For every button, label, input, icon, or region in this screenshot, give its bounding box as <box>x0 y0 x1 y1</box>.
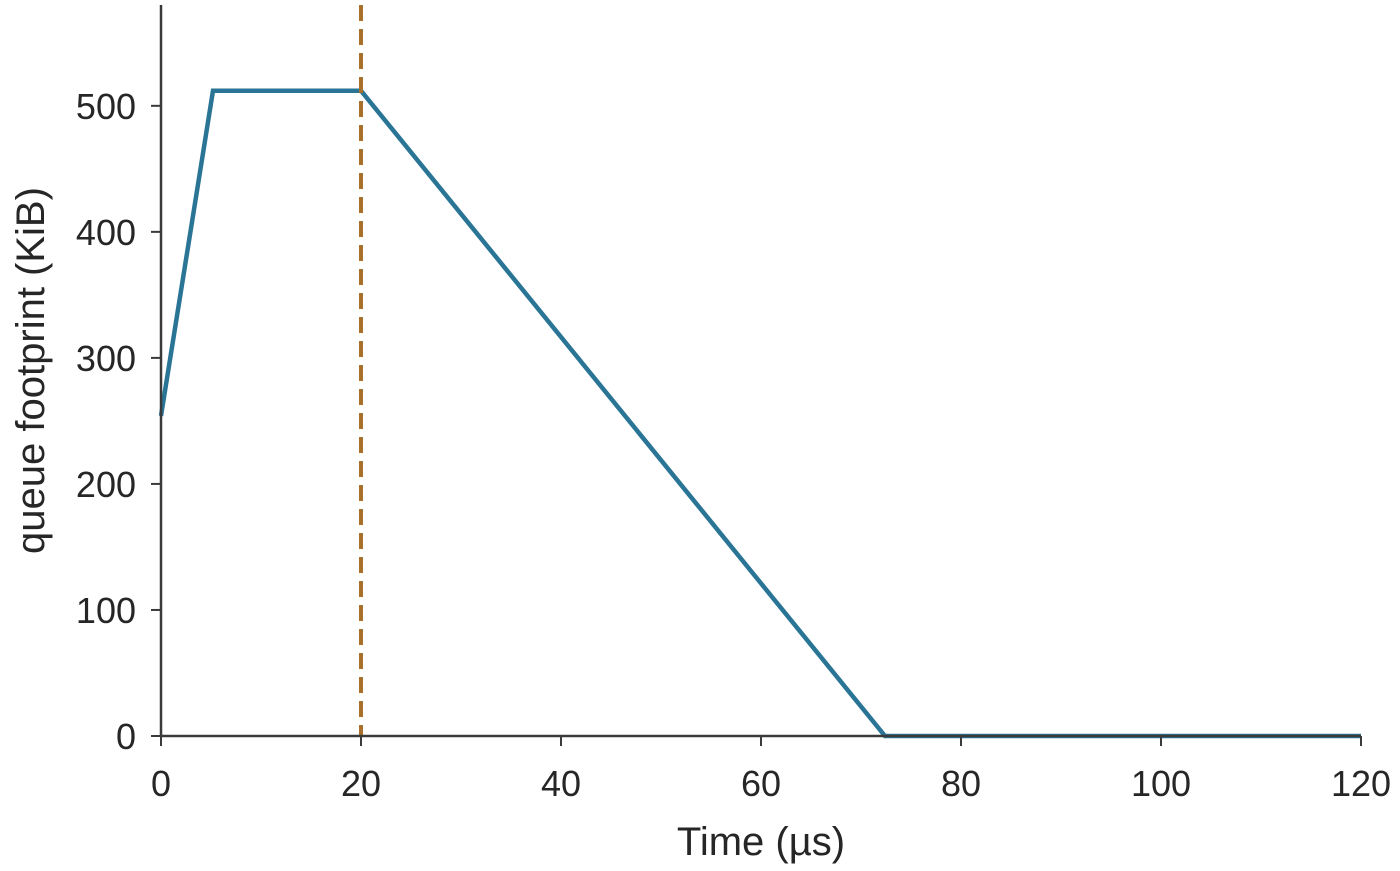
x-tick-label: 40 <box>541 763 581 804</box>
x-tick-label: 100 <box>1131 763 1191 804</box>
y-tick-label: 300 <box>76 338 136 379</box>
x-tick-label: 0 <box>151 763 171 804</box>
x-axis-ticks: 0 20 40 60 80 100 120 <box>151 736 1391 804</box>
x-tick-label: 120 <box>1331 763 1391 804</box>
y-axis-ticks: 0 100 200 300 400 500 <box>76 86 161 757</box>
y-axis-label: queue footprint (KiB) <box>9 187 53 554</box>
x-tick-label: 60 <box>741 763 781 804</box>
x-tick-label: 80 <box>941 763 981 804</box>
axes <box>159 5 1361 738</box>
y-tick-label: 400 <box>76 212 136 253</box>
y-tick-label: 100 <box>76 590 136 631</box>
x-tick-label: 20 <box>341 763 381 804</box>
series-line <box>158 88 1361 739</box>
y-tick-label: 200 <box>76 464 136 505</box>
y-tick-label: 500 <box>76 86 136 127</box>
plot-area <box>158 5 1361 739</box>
y-tick-label: 0 <box>116 716 136 757</box>
x-axis-label: Time (µs) <box>677 820 845 864</box>
